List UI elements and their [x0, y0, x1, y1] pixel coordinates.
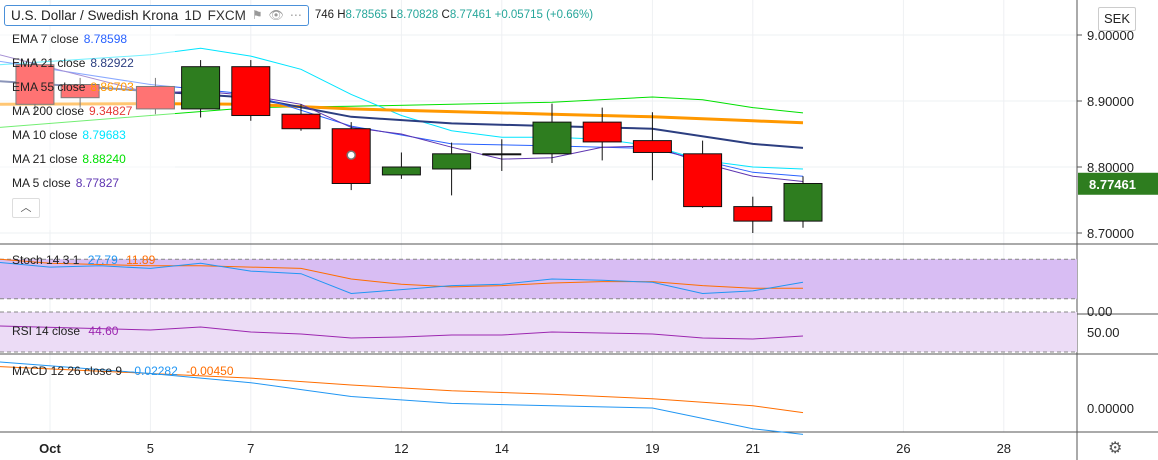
- legend-row[interactable]: MA 10 close 8.79683: [12, 128, 126, 142]
- legend-row[interactable]: EMA 21 close 8.82922: [12, 56, 134, 70]
- low-value: 8.70828: [396, 9, 439, 21]
- eye-icon[interactable]: 👁: [268, 8, 284, 22]
- candle-body: [381, 166, 421, 176]
- currency-button[interactable]: SEK: [1098, 7, 1136, 31]
- candle-body: [432, 153, 472, 170]
- legend-label: MA 5 close: [12, 176, 71, 190]
- legend-row[interactable]: MA 5 close 8.77827: [12, 176, 119, 190]
- stoch-k-value: 27.79: [87, 253, 118, 267]
- legend-label: EMA 21 close: [12, 56, 86, 70]
- collapse-legend-button[interactable]: ︿: [12, 198, 40, 218]
- settings-gear-icon[interactable]: ⚙: [1108, 440, 1123, 457]
- legend-value: 8.88240: [82, 152, 126, 166]
- flag-icon[interactable]: ⚑: [251, 8, 263, 22]
- price-tick-label: 9.00000: [1087, 28, 1134, 43]
- event-marker-icon: [346, 150, 356, 160]
- open-partial: 746: [314, 9, 335, 21]
- last-price-tag: [1078, 172, 1158, 195]
- legend-value: 9.34827: [89, 104, 133, 118]
- close-value: 8.77461: [449, 9, 492, 21]
- candle-body: [632, 140, 672, 153]
- legend-label: MA 200 close: [12, 104, 85, 118]
- macd-line: [0, 361, 804, 435]
- rsi-line: [0, 325, 804, 340]
- high-value: 8.78565: [345, 9, 388, 21]
- candle-body: [181, 66, 221, 110]
- candle-body: [231, 66, 271, 117]
- rsi-legend: RSI 14 close 44.60: [12, 324, 119, 338]
- x-tick-label: 12: [394, 441, 408, 456]
- candle-body: [331, 128, 371, 184]
- legend-veil: [0, 30, 175, 230]
- rsi-value: 44.60: [88, 324, 119, 338]
- rsi-band: [0, 312, 1077, 352]
- macd-value: -0.02282: [130, 364, 178, 378]
- exchange: FXCM: [207, 7, 246, 23]
- stoch-k-line: [0, 262, 804, 295]
- stoch-band: [0, 259, 1077, 299]
- legend-value: 8.79683: [82, 128, 126, 142]
- legend-label: MA 21 close: [12, 152, 78, 166]
- legend-value: 8.77827: [75, 176, 120, 190]
- stoch-legend: Stoch 14 3 1 27.79 11.89: [12, 253, 156, 267]
- legend-value: 8.82922: [90, 56, 134, 70]
- rsi-tick-label: 50.00: [1087, 325, 1120, 340]
- x-tick-label: 28: [997, 441, 1011, 456]
- legend-label: MA 10 close: [12, 128, 78, 142]
- candle-body: [15, 64, 55, 105]
- x-tick-label: 7: [247, 441, 254, 456]
- macd-legend: MACD 12 26 close 9 -0.02282 -0.00450: [12, 364, 234, 378]
- candle-body: [281, 113, 321, 130]
- legend-value: 8.86703: [90, 80, 134, 94]
- chart-header: U.S. Dollar / Swedish Krona 1D FXCM ⚑ 👁 …: [4, 4, 593, 26]
- price-tick-label: 8.70000: [1087, 226, 1134, 241]
- x-tick-label: Oct: [39, 441, 61, 456]
- legend-label: EMA 7 close: [12, 32, 79, 46]
- stoch-d-line: [0, 258, 803, 289]
- last-price-label: 8.77461: [1089, 177, 1136, 192]
- macd-tick-label: 0.00000: [1087, 401, 1134, 416]
- legend-row[interactable]: MA 200 close 9.34827: [12, 104, 132, 118]
- legend-row[interactable]: MA 21 close 8.88240: [12, 152, 126, 166]
- symbol-name: U.S. Dollar / Swedish Krona: [11, 7, 179, 23]
- x-tick-label: 21: [746, 441, 760, 456]
- x-tick-label: 26: [896, 441, 910, 456]
- ohlc-readout: 746 H8.78565 L8.70828 C8.77461 +0.05715 …: [314, 9, 594, 21]
- stoch-tick-label: 0.00: [1087, 304, 1112, 319]
- legend-row[interactable]: EMA 55 close 8.86703: [12, 80, 134, 94]
- candle-body: [683, 153, 723, 208]
- candle-body: [783, 183, 823, 222]
- price-tick-label: 8.80000: [1087, 160, 1134, 175]
- price-tick-label: 8.90000: [1087, 94, 1134, 109]
- x-tick-label: 14: [495, 441, 509, 456]
- candle-body: [532, 121, 572, 155]
- x-tick-label: 5: [147, 441, 154, 456]
- more-icon[interactable]: ⋯: [289, 8, 302, 22]
- candle-body: [482, 153, 522, 156]
- interval: 1D: [184, 7, 202, 23]
- macd-signal-value: -0.00450: [186, 364, 234, 378]
- change-value: +0.05715 (+0.66%): [494, 9, 594, 21]
- legend-row[interactable]: EMA 7 close 8.78598: [12, 32, 127, 46]
- x-tick-label: 19: [645, 441, 659, 456]
- macd-signal-line: [0, 366, 804, 414]
- candle-body: [733, 206, 773, 222]
- symbol-title-box[interactable]: U.S. Dollar / Swedish Krona 1D FXCM ⚑ 👁 …: [4, 4, 309, 26]
- legend-value: 8.78598: [83, 32, 128, 46]
- candle-body: [582, 121, 622, 143]
- candle-body: [60, 84, 100, 99]
- stoch-d-value: 11.89: [126, 253, 156, 267]
- legend-label: EMA 55 close: [12, 80, 86, 94]
- candle-body: [135, 85, 175, 110]
